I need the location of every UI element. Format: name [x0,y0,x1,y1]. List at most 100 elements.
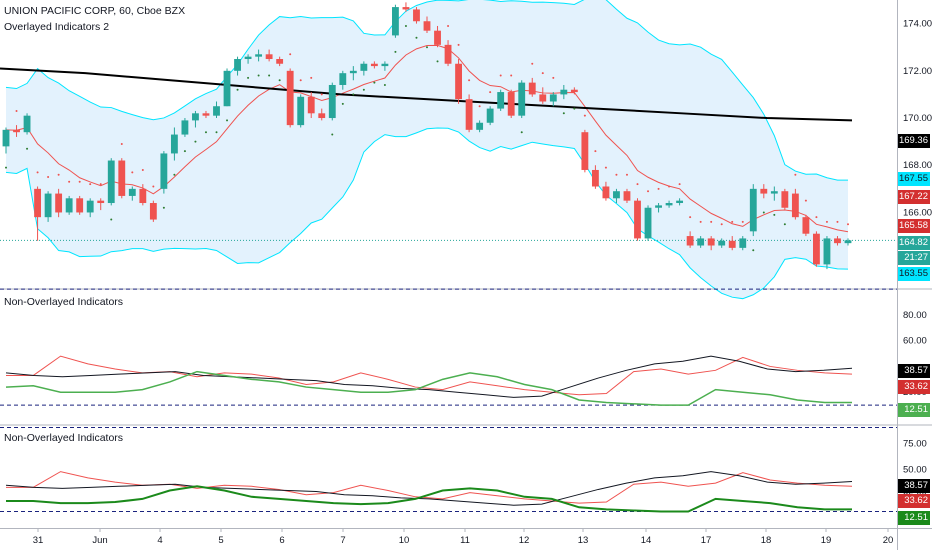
sar-dot [268,74,271,77]
sar-dot [510,74,513,77]
sar-dot [815,216,818,219]
sar-dot [247,76,250,79]
sar-dot [489,91,492,94]
sar-dot [289,53,292,56]
candle-body [160,153,168,189]
overlay-indicator-title[interactable]: Overlayed Indicators 2 [4,21,110,33]
price-axis-label: 170.00 [903,113,932,124]
candle-body [65,198,73,213]
sar-dot [162,206,165,209]
candle-body [802,217,810,234]
sar-dot [825,220,828,223]
candle-body [697,238,705,246]
sar-price-tag: 165.58 [898,219,930,233]
price-axis-label: 168.00 [903,160,932,171]
sar-dot [647,190,650,193]
pane3-title[interactable]: Non-Overlayed Indicators [4,432,124,444]
candle-body [244,56,252,60]
candle-body [518,82,526,116]
candle-body [444,44,452,64]
candle-body [402,7,410,10]
sar-dot [731,220,734,223]
candle-body [349,70,357,74]
price-axis-label: 174.00 [903,19,932,30]
sar-dot [194,140,197,143]
candle-body [791,193,799,218]
candle-body [181,120,189,135]
candle-body [34,188,41,218]
candle-body [581,132,589,170]
sar-dot [36,171,39,174]
sar-dot [383,83,386,86]
sar-dot [57,173,60,176]
pane3-black-line [5,471,853,506]
pane2-title[interactable]: Non-Overlayed Indicators [4,296,124,308]
sar-dot [689,216,692,219]
sar-dot [362,88,365,91]
pane3-green-line [6,485,852,513]
countdown-tag: 21:27 [898,251,930,265]
candle-body [381,63,389,67]
sar-dot [373,81,376,84]
sar-dot [457,43,460,46]
sar-dot [26,147,29,150]
candle-body [739,238,747,248]
sar-dot [341,102,344,105]
candle-body [392,7,399,36]
candle-body [107,160,115,204]
pane2-green-line [5,370,852,406]
candle-body [539,94,547,102]
price-axis-label: 172.00 [903,66,932,77]
time-axis-label: 17 [701,535,712,546]
sma-price-tag: 169.36 [898,134,930,148]
sar-dot [573,107,576,110]
sar-dot [447,24,450,27]
candle-body [602,186,610,199]
candle-body [644,207,652,239]
sar-dot [615,173,618,176]
time-axis-label: 20 [883,535,894,546]
candle-body [2,129,10,147]
sar-dot [762,211,765,214]
sar-dot [310,76,313,79]
price-axis-label: 166.00 [903,207,932,218]
pane3-black-tag: 38.57 [898,479,930,493]
candle-body [97,200,105,204]
candle-body [749,188,757,232]
sar-dot [15,109,18,112]
sar-dot [562,112,565,115]
sar-dot [804,199,807,202]
sar-dot [120,143,123,145]
sar-dot [741,220,744,223]
sar-dot [478,105,481,108]
candle-body [528,82,536,95]
pane2-red-tag: 33.62 [898,380,930,394]
sar-dot [394,50,397,53]
candle-body [23,115,31,133]
candle-body [686,236,694,246]
time-axis-label: Jun [92,535,107,546]
pane2-axis-label: 80.00 [903,310,927,321]
sar-dot [131,171,134,174]
candle-body [560,89,568,95]
time-axis-label: 5 [218,535,223,546]
candle-body [476,122,484,130]
time-axis-label: 31 [33,535,44,546]
ema-line [5,44,849,233]
candle-body [507,92,515,116]
sar-dot [141,168,144,171]
candle-body [213,106,220,116]
candle-body [718,240,726,246]
candle-body [728,240,736,248]
candle-body [234,59,241,71]
sar-dot [68,180,71,183]
sar-dot [636,183,639,186]
candle-body [128,188,136,196]
bollinger-fill [6,0,848,299]
time-axis-label: 7 [340,535,345,546]
time-axis-label: 13 [578,535,589,546]
candle-body [255,54,263,57]
candle-body [813,233,820,265]
